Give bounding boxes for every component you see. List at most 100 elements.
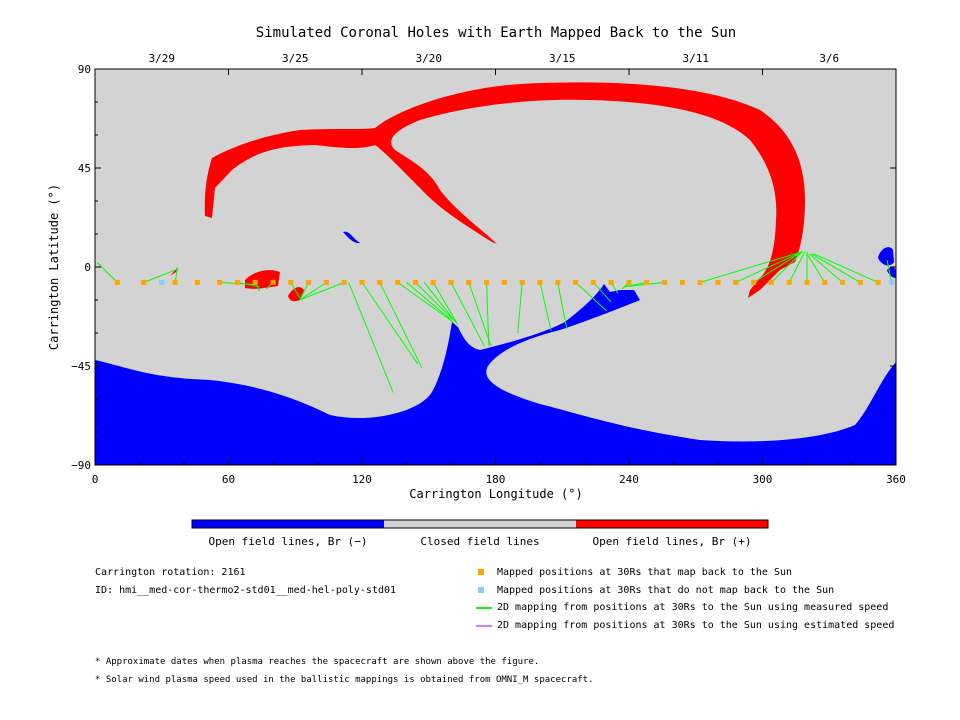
legend-label-not-mapped: Mapped positions at 30Rs that do not map… [497,585,835,596]
mapping-line-34 [771,251,803,283]
mapping-line-20 [468,282,492,347]
model-id-text: ID: hmi__med-cor-thermo2-std01__med-hel-… [95,585,397,596]
mapped-position-22 [519,279,525,285]
blue-coronal-hole-spot [343,231,360,244]
x-tick-label-0: 0 [92,473,99,486]
mapped-position-9 [288,279,294,285]
mapping-line-32 [735,251,803,283]
plot-area [94,68,897,466]
y-tick-label-0: 90 [78,63,91,76]
mapping-line-14 [397,281,454,323]
mapping-line-16 [415,282,454,321]
mapping-line-0 [96,262,118,283]
mapped-position-4 [194,279,200,285]
mapping-line-11 [348,282,394,393]
mapped-position-25 [573,279,579,285]
mapped-position-28 [626,279,632,285]
mapping-line-8 [299,282,310,301]
mapping-line-23 [539,282,552,331]
y-axis-label: Carrington Latitude (°) [47,184,61,350]
mapping-line-15 [406,282,452,321]
closed-field-island [396,140,424,154]
chart-title: Simulated Coronal Holes with Earth Mappe… [256,25,736,41]
footnote-speed: * Solar wind plasma speed used in the ba… [95,675,594,685]
colorbar-segment-positive [576,520,768,528]
mapped-position-40 [840,279,846,285]
mapping-line-26 [593,282,612,303]
mapped-position-39 [822,279,828,285]
colorbar-label-positive: Open field lines, Br (+) [593,535,752,548]
mapped-position-21 [501,279,507,285]
legend-label-mapped-back: Mapped positions at 30Rs that map back t… [497,567,793,578]
mapping-line-9 [299,281,327,301]
mapping-line-22 [517,282,523,334]
colorbar-segment-closed [384,520,576,528]
top-date-label-3: 3/15 [549,52,576,65]
y-tick-label-2: 0 [84,261,91,274]
mapped-position-34 [733,279,739,285]
top-date-label-4: 3/11 [683,52,710,65]
mapped-position-27 [608,279,614,285]
footnote-dates: * Approximate dates when plasma reaches … [95,657,540,667]
x-tick-label-6: 360 [886,473,906,486]
colorbar: Open field lines, Br (−) Closed field li… [191,519,769,548]
mapped-position-42 [875,279,881,285]
legend-swatch-mapped-back [478,569,484,575]
y-tick-label-3: −45 [71,360,91,373]
mapping-line-24 [557,282,568,329]
mapped-position-7 [252,279,258,285]
mapped-position-0 [114,279,120,285]
colorbar-label-closed: Closed field lines [420,535,539,548]
mapped-position-30 [662,279,668,285]
mapping-line-31 [700,251,803,283]
colorbar-segment-negative [192,520,384,528]
mapping-line-38 [808,253,843,283]
top-date-label-5: 3/6 [819,52,839,65]
mapped-position-23 [537,279,543,285]
mapped-position-35 [751,279,757,285]
legend-swatch-not-mapped [478,587,484,593]
axes: 0 60 120 180 240 300 360 90 45 0 −45 −90 3/29 3/25 3/2… [71,52,906,486]
mapped-position-24 [555,279,561,285]
blue-coronal-hole-east [878,247,894,266]
mapped-position-5 [217,279,223,285]
mapping-line-19 [450,282,485,347]
x-axis-label: Carrington Longitude (°) [409,487,582,501]
mapping-line-4 [237,281,260,288]
mapped-position-16 [412,279,418,285]
mapped-position-8 [270,279,276,285]
legend-label-measured: 2D mapping from positions at 30Rs to the… [497,602,889,613]
mapped-position-26 [590,279,596,285]
mapped-position-2 [159,279,165,285]
red-coronal-hole-small-2 [288,287,304,302]
mapping-lines [96,251,893,393]
mapped-position-14 [377,279,383,285]
mapped-position-31 [679,279,685,285]
mapped-position-33 [715,279,721,285]
x-tick-label-5: 300 [753,473,773,486]
north-positive-coronal-hole [204,82,805,298]
x-tick-label-2: 120 [352,473,372,486]
mapping-line-18 [432,282,459,325]
mapping-line-41 [886,260,893,283]
south-polar-coronal-hole [95,284,896,465]
top-date-label-1: 3/25 [282,52,309,65]
mapping-line-21 [486,282,490,347]
mapped-position-20 [484,279,490,285]
mapped-position-41 [857,279,863,285]
mapped-position-1 [141,279,147,285]
mapped-position-6 [234,279,240,285]
mapped-position-15 [395,279,401,285]
mapped-position-11 [323,279,329,285]
y-tick-label-1: 45 [78,162,91,175]
mapped-position-12 [341,279,347,285]
mapping-line-35 [788,251,806,283]
mapping-line-13 [379,282,423,369]
mapped-position-43 [889,279,895,285]
mapped-position-18 [448,279,454,285]
mapping-line-33 [753,251,803,283]
mapped-points [114,279,895,285]
mapped-position-3 [172,279,178,285]
mapping-line-7 [290,282,301,299]
